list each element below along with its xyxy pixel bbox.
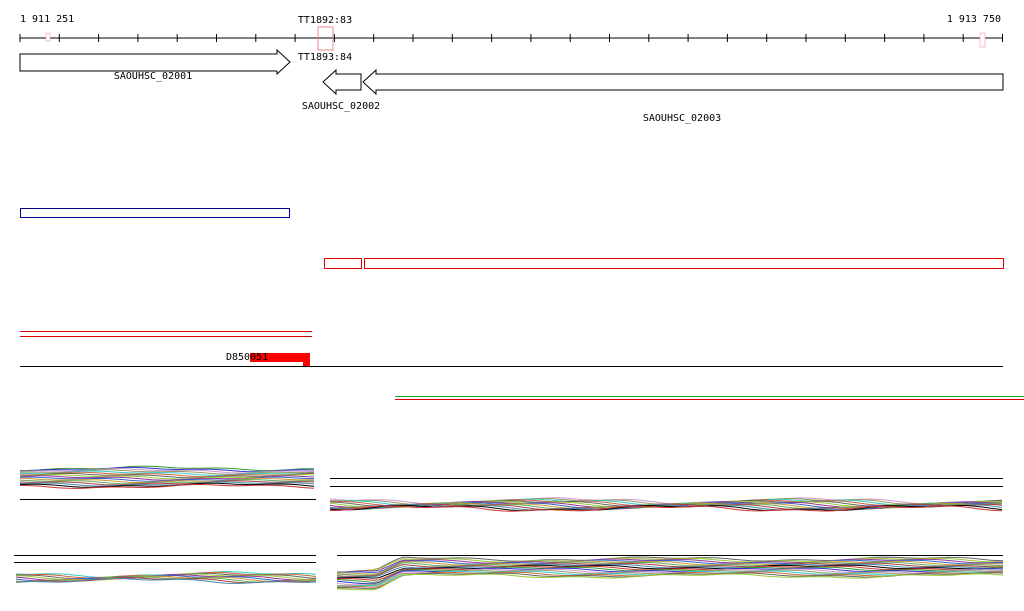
track-box [364, 258, 1004, 269]
marker-box [979, 32, 986, 48]
coverage-line [336, 573, 1004, 591]
coverage-line [19, 471, 315, 478]
feature-bar [303, 362, 310, 366]
coverage-line [19, 477, 315, 483]
ruler-ticks [19, 34, 1003, 42]
gene-arrow[interactable] [362, 68, 1004, 96]
ruler-start: 1 911 251 [20, 14, 74, 25]
coverage-line [336, 565, 1004, 581]
coverage-line [336, 563, 1004, 578]
coverage-line [336, 561, 1004, 576]
coverage-line [15, 575, 316, 583]
coverage-line [336, 566, 1004, 583]
coverage-line [337, 560, 1004, 575]
marker-box [317, 26, 334, 51]
track-box [20, 208, 290, 218]
feature-bar [250, 353, 310, 362]
gene-label[interactable]: SAOUHSC_02001 [114, 71, 192, 82]
coverage-line [19, 479, 315, 485]
coverage-line [19, 483, 315, 489]
gene-arrow[interactable] [322, 68, 362, 96]
gene-label[interactable]: SAOUHSC_02002 [302, 101, 380, 112]
coverage-line [336, 558, 1004, 574]
coverage-tracks [15, 465, 1004, 591]
coverage-line [20, 481, 315, 487]
coverage-line [330, 505, 1003, 512]
marker-box [45, 32, 51, 42]
coverage-line [19, 472, 314, 479]
marker-label[interactable]: TT1893:84 [298, 52, 352, 63]
coverage-line [20, 465, 315, 472]
coverage-line [336, 557, 1004, 574]
coverage-line [19, 468, 314, 474]
ruler-end: 1 913 750 [947, 14, 1001, 25]
gene-arrow[interactable] [19, 48, 291, 76]
coverage-line [19, 480, 315, 486]
track-box [324, 258, 362, 269]
coverage-line [15, 577, 317, 584]
marker-label[interactable]: TT1892:83 [298, 15, 352, 26]
feature-label[interactable]: D850051 [226, 352, 268, 363]
gene-label[interactable]: SAOUHSC_02003 [643, 113, 721, 124]
coverage-line [337, 556, 1004, 573]
